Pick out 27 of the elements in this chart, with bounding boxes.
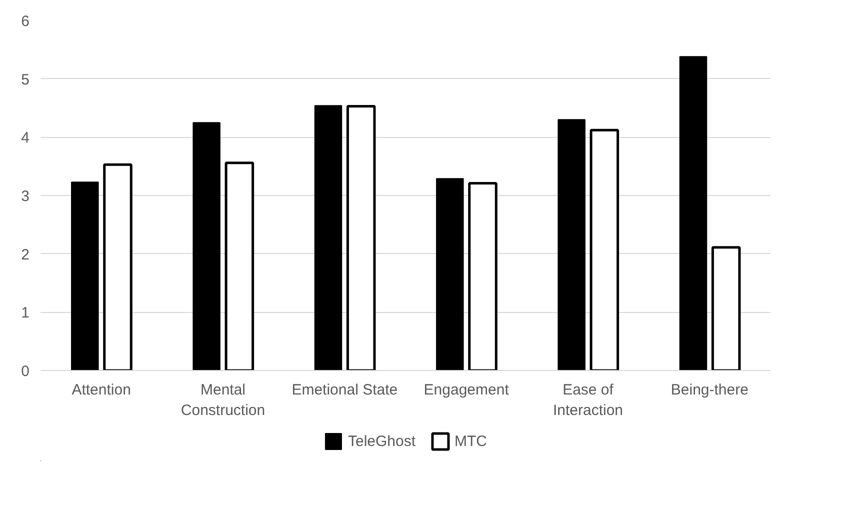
y-tick-label: 5 bbox=[21, 71, 30, 88]
y-tick-label: 1 bbox=[21, 304, 30, 322]
bar bbox=[590, 128, 620, 370]
bar bbox=[558, 119, 586, 370]
bar bbox=[71, 182, 99, 370]
bar bbox=[711, 246, 741, 370]
bar bbox=[314, 105, 342, 370]
legend-label: TeleGhost bbox=[348, 432, 416, 450]
x-tick-label: Ease of Interaction bbox=[552, 382, 624, 419]
bar bbox=[468, 182, 498, 370]
x-tick-label: Engagement bbox=[424, 382, 510, 398]
y-tick-label: 6 bbox=[21, 13, 30, 30]
bar bbox=[103, 163, 132, 370]
bar bbox=[224, 162, 254, 370]
x-tick-label: Emetional State bbox=[292, 382, 398, 398]
x-tick-label: Being-there bbox=[670, 382, 748, 398]
bar bbox=[346, 105, 376, 370]
y-tick-label: 0 bbox=[21, 363, 30, 380]
y-tick-label: 2 bbox=[21, 246, 30, 264]
x-tick-label: Attention bbox=[72, 382, 131, 398]
bar bbox=[679, 56, 708, 370]
y-tick-label: 3 bbox=[21, 188, 30, 205]
y-tick-label: 4 bbox=[21, 130, 30, 147]
x-tick-label: Mental Construction bbox=[180, 382, 266, 419]
bar bbox=[192, 122, 220, 370]
bar bbox=[436, 178, 464, 370]
legend-label: MTC bbox=[454, 432, 488, 450]
